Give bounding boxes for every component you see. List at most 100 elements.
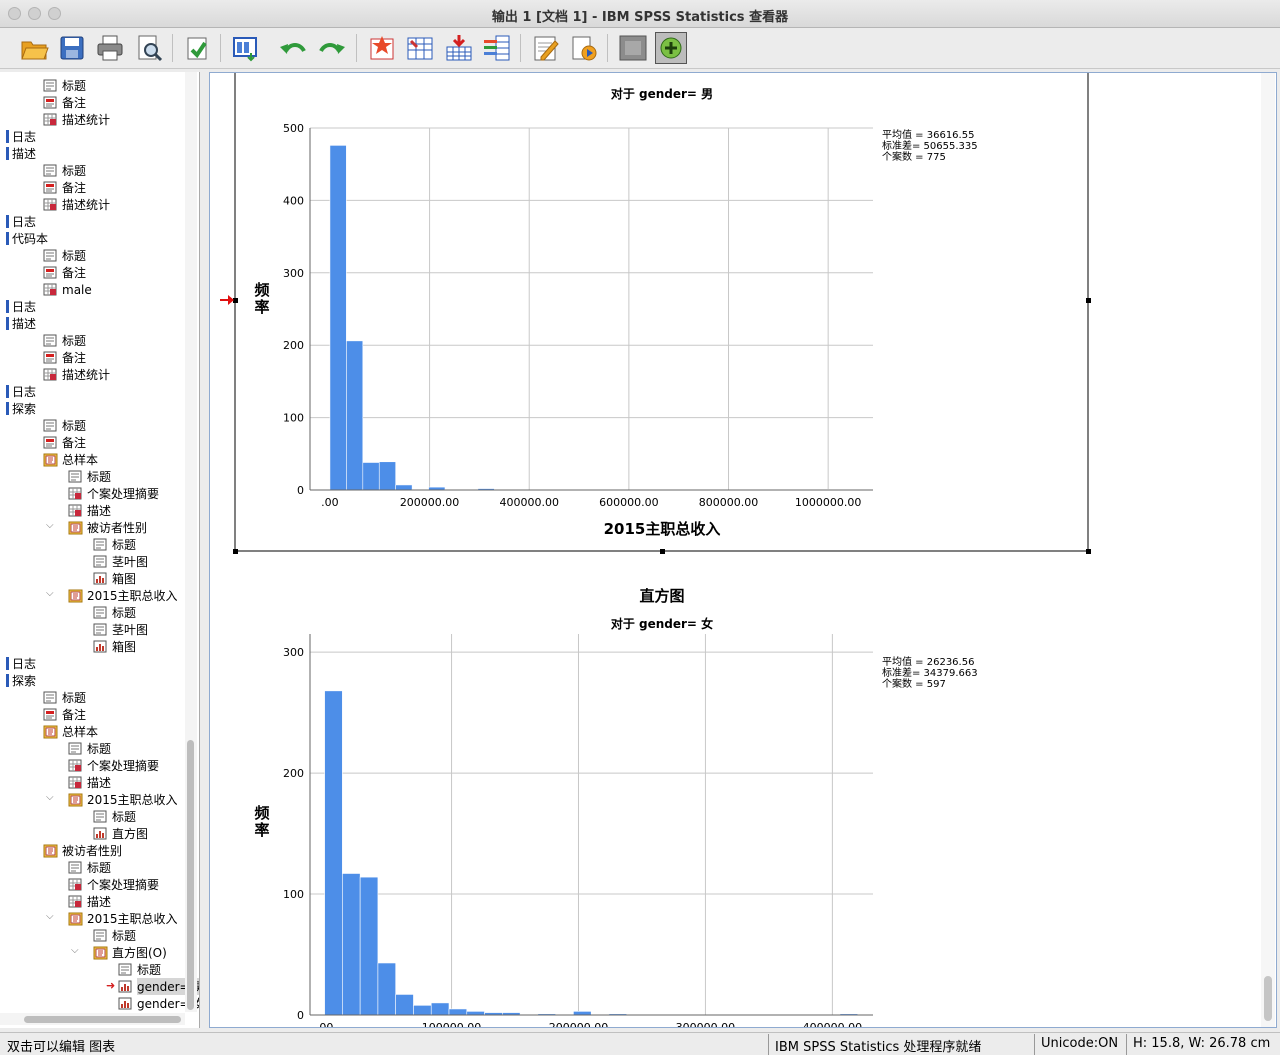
redo-button[interactable] — [316, 32, 348, 64]
outline-item[interactable]: 标题 — [43, 332, 86, 349]
outline-item[interactable]: 茎叶图 — [93, 553, 148, 570]
save-button[interactable] — [56, 32, 88, 64]
outline-item[interactable]: 直方图 — [93, 825, 148, 842]
outline-item-label: 描述 — [87, 776, 112, 790]
expand-toggle-icon[interactable]: ⌵ — [46, 520, 54, 531]
goto-variable-icon — [446, 35, 472, 61]
outline-item[interactable]: 被访者性别 — [68, 519, 147, 536]
undo-button[interactable] — [277, 32, 309, 64]
outline-item[interactable]: 标题 — [43, 247, 86, 264]
outline-item-label: 备注 — [62, 266, 87, 280]
outline-item[interactable]: 描述 — [68, 893, 111, 910]
table-icon — [68, 776, 82, 789]
print-button[interactable] — [94, 32, 126, 64]
insert-item-button[interactable] — [655, 32, 687, 64]
run-script-button[interactable] — [568, 32, 600, 64]
outline-item[interactable]: 描述统计 — [43, 111, 110, 128]
outline-item[interactable]: 2015主职总收入 — [68, 587, 178, 604]
outline-item[interactable]: 描述 — [68, 502, 111, 519]
outline-item[interactable]: 备注 — [43, 706, 86, 723]
outline-item[interactable]: 日志 — [12, 213, 36, 230]
outline-item[interactable]: 标题 — [93, 927, 136, 944]
outline-item[interactable]: 探索 — [12, 672, 36, 689]
outline-item[interactable]: 总样本 — [43, 723, 98, 740]
outline-item-label: 茎叶图 — [112, 555, 149, 569]
outline-item[interactable]: 标题 — [43, 417, 86, 434]
outline-item[interactable]: 描述统计 — [43, 366, 110, 383]
outline-item[interactable]: 箱图 — [93, 570, 136, 587]
table-icon — [68, 878, 82, 891]
outline-item[interactable]: 个案处理摘要 — [68, 876, 159, 893]
outline-vertical-scrollbar[interactable] — [185, 72, 197, 1012]
goto-data-button[interactable] — [366, 32, 398, 64]
outline-item[interactable]: 标题 — [118, 961, 161, 978]
show-hide-button[interactable] — [617, 32, 649, 64]
outline-item[interactable]: 备注 — [43, 264, 86, 281]
minimize-window-button[interactable] — [28, 7, 41, 20]
goto-case-button[interactable] — [404, 32, 436, 64]
outline-item[interactable]: gender= 女 — [118, 995, 199, 1012]
variables-button[interactable] — [481, 32, 513, 64]
expand-toggle-icon[interactable]: ⌵ — [46, 588, 54, 599]
outline-item[interactable]: 日志 — [12, 128, 36, 145]
outline-item[interactable]: 个案处理摘要 — [68, 485, 159, 502]
outline-item[interactable]: 2015主职总收入 — [68, 791, 178, 808]
outline-item[interactable]: 探索 — [12, 400, 36, 417]
outline-item[interactable]: gender= 男 — [118, 978, 199, 995]
outline-item[interactable]: 标题 — [43, 162, 86, 179]
note-icon — [43, 708, 57, 721]
designate-window-button[interactable] — [530, 32, 562, 64]
pane-splitter[interactable] — [201, 72, 209, 1028]
outline-item[interactable]: 备注 — [43, 349, 86, 366]
outline-pane[interactable]: 标题 备注 描述统计 日志 描述 标题 备注 描述统计 日志 代码本 标题 备注 male 日志 描述 标题备… — [0, 72, 200, 1028]
outline-item[interactable]: 直方图(O) — [93, 944, 167, 961]
open-button[interactable] — [18, 32, 50, 64]
outline-item[interactable]: 描述 — [68, 774, 111, 791]
outline-item[interactable]: 备注 — [43, 94, 86, 111]
outline-item[interactable]: 描述 — [12, 315, 36, 332]
expand-toggle-icon[interactable]: ⌵ — [46, 792, 54, 803]
outline-item[interactable]: 标题 — [93, 808, 136, 825]
outline-item[interactable]: 标题 — [68, 740, 111, 757]
histogram-female[interactable]: 直方图 对于 gender= 女 0 100 200 300 .00 100000.00 200… — [210, 578, 1260, 1027]
outline-horizontal-scrollbar[interactable] — [0, 1013, 185, 1025]
outline-item-label: 日志 — [12, 657, 37, 671]
scroll-thumb[interactable] — [1264, 976, 1272, 1021]
output-vertical-scrollbar[interactable] — [1261, 73, 1275, 1027]
outline-item[interactable]: 描述统计 — [43, 196, 110, 213]
outline-item[interactable]: male — [43, 281, 92, 298]
y-tick-label: 500 — [283, 122, 304, 135]
outline-item[interactable]: 标题 — [93, 604, 136, 621]
outline-item[interactable]: 标题 — [68, 468, 111, 485]
export-button[interactable] — [181, 32, 213, 64]
expand-toggle-icon[interactable]: ⌵ — [46, 911, 54, 922]
expand-toggle-icon[interactable]: ⌵ — [71, 945, 79, 956]
outline-item[interactable]: 2015主职总收入 — [68, 910, 178, 927]
outline-item[interactable]: 备注 — [43, 179, 86, 196]
scroll-thumb[interactable] — [24, 1016, 181, 1023]
scroll-thumb[interactable] — [187, 740, 194, 1010]
outline-item[interactable]: 被访者性别 — [43, 842, 122, 859]
outline-item[interactable]: 个案处理摘要 — [68, 757, 159, 774]
recall-dialog-button[interactable] — [230, 32, 262, 64]
print-preview-button[interactable] — [133, 32, 165, 64]
outline-item[interactable]: 日志 — [12, 383, 36, 400]
outline-item[interactable]: 标题 — [43, 689, 86, 706]
outline-item[interactable]: 日志 — [12, 298, 36, 315]
close-window-button[interactable] — [8, 7, 21, 20]
outline-item[interactable]: 备注 — [43, 434, 86, 451]
status-divider — [1034, 1034, 1035, 1055]
outline-item[interactable]: 总样本 — [43, 451, 98, 468]
histogram-bar — [395, 484, 413, 491]
outline-item[interactable]: 茎叶图 — [93, 621, 148, 638]
outline-item[interactable]: 标题 — [93, 536, 136, 553]
outline-item[interactable]: 箱图 — [93, 638, 136, 655]
zoom-window-button[interactable] — [48, 7, 61, 20]
goto-variable-button[interactable] — [443, 32, 475, 64]
outline-item[interactable]: 代码本 — [12, 230, 48, 247]
outline-item[interactable]: 描述 — [12, 145, 36, 162]
outline-item[interactable]: 标题 — [68, 859, 111, 876]
outline-item[interactable]: 标题 — [43, 77, 86, 94]
outline-item[interactable]: 日志 — [12, 655, 36, 672]
